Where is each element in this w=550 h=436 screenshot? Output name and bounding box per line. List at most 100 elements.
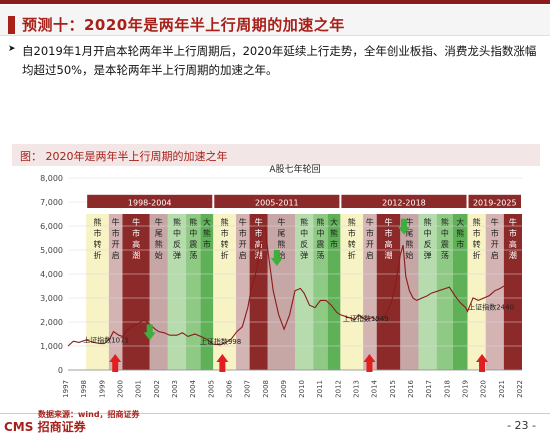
phase-label-char: 高 xyxy=(509,239,517,249)
x-tick-label: 2002 xyxy=(153,380,161,398)
cycle-label: 2019-2025 xyxy=(473,199,517,208)
down-arrow-icon xyxy=(143,324,156,341)
phase-label-char: 熊 xyxy=(405,239,413,249)
phase-band xyxy=(149,214,168,370)
x-tick-label: 2000 xyxy=(116,380,124,398)
x-tick-label: 2021 xyxy=(498,380,506,398)
x-tick-label: 2010 xyxy=(298,380,306,398)
phase-label-char: 市 xyxy=(473,228,481,238)
phase-label-char: 熊 xyxy=(441,217,449,227)
x-tick-label: 2015 xyxy=(389,380,397,398)
phase-label-char: 开 xyxy=(491,240,499,249)
phase-band xyxy=(122,214,150,370)
phase-label-char: 熊 xyxy=(94,217,102,227)
phase-label-char: 市 xyxy=(221,228,229,238)
phase-band xyxy=(186,214,201,370)
phase-band xyxy=(313,214,328,370)
phase-label-char: 震 xyxy=(189,240,197,249)
phase-label-char: 市 xyxy=(491,228,499,238)
phase-label-char: 市 xyxy=(509,228,517,238)
phase-label-char: 熊 xyxy=(277,239,285,249)
phase-label-char: 折 xyxy=(348,250,356,260)
phase-label-char: 熊 xyxy=(189,217,197,227)
phase-band xyxy=(267,214,295,370)
phase-label-char: 市 xyxy=(94,228,102,238)
y-tick-label: 0 xyxy=(58,366,63,375)
x-tick-label: 2001 xyxy=(135,380,143,398)
phase-label-char: 中 xyxy=(316,228,324,238)
phase-label-char: 市 xyxy=(366,228,374,238)
x-tick-label: 2017 xyxy=(425,380,433,398)
phase-label-char: 熊 xyxy=(456,228,464,238)
phase-band xyxy=(108,214,123,370)
phase-label-char: 启 xyxy=(366,250,374,260)
index-line xyxy=(67,225,505,347)
cycle-bar xyxy=(341,194,467,208)
phase-label-char: 熊 xyxy=(155,239,163,249)
x-tick-label: 2003 xyxy=(171,380,179,398)
phase-label-char: 牛 xyxy=(366,217,374,227)
phase-label-char: 反 xyxy=(424,239,432,249)
x-tick-label: 2022 xyxy=(516,380,524,398)
cycle-bar xyxy=(468,194,521,208)
x-tick-label: 1998 xyxy=(80,380,88,398)
phase-label-char: 启 xyxy=(112,250,120,260)
phase-label-char: 弹 xyxy=(173,250,181,260)
phase-band xyxy=(235,214,250,370)
x-tick-label: 2004 xyxy=(189,379,197,397)
annotation-label: 上证指数1071 xyxy=(83,335,129,344)
phase-label-char: 市 xyxy=(456,239,464,249)
phase-label-char: 大 xyxy=(330,217,338,227)
phase-label-char: 高 xyxy=(385,239,393,249)
y-tick-label: 2,000 xyxy=(40,318,63,327)
phase-label-char: 始 xyxy=(155,250,163,260)
phase-band xyxy=(340,214,364,370)
down-arrow-icon xyxy=(270,250,283,266)
x-tick-label: 1999 xyxy=(98,380,106,398)
phase-label-char: 中 xyxy=(189,228,197,238)
phase-label-char: 牛 xyxy=(509,217,517,227)
phase-label-char: 市 xyxy=(112,228,120,238)
up-arrow-icon xyxy=(109,354,122,372)
x-tick-label: 2014 xyxy=(371,379,379,397)
phase-band xyxy=(213,214,236,370)
phase-band xyxy=(467,214,486,370)
brand-logo: CMS 招商证券 xyxy=(4,420,86,434)
x-tick-label: 2018 xyxy=(443,380,451,398)
phase-label-char: 尾 xyxy=(277,229,285,238)
phase-band xyxy=(418,214,437,370)
x-tick-label: 2005 xyxy=(207,380,215,398)
phase-label-char: 荡 xyxy=(441,250,449,260)
phase-label-char: 开 xyxy=(366,240,374,249)
phase-label-char: 牛 xyxy=(385,217,393,227)
phase-label-char: 中 xyxy=(441,228,449,238)
phase-label-char: 启 xyxy=(239,250,247,260)
annotation-label: 上证指数1949 xyxy=(343,314,389,323)
phase-band xyxy=(363,214,377,370)
phase-label-char: 折 xyxy=(473,250,481,260)
phase-label-char: 牛 xyxy=(239,217,247,227)
annotation-label: 上证指数998 xyxy=(200,337,241,346)
phase-label-char: 熊 xyxy=(221,217,229,227)
phase-label-char: 开 xyxy=(112,240,120,249)
phase-label-char: 熊 xyxy=(473,217,481,227)
phase-label-char: 市 xyxy=(132,228,140,238)
phase-label-char: 中 xyxy=(173,228,181,238)
phase-label-char: 转 xyxy=(348,239,356,249)
x-tick-label: 2019 xyxy=(462,380,470,398)
phase-label-char: 牛 xyxy=(405,217,413,227)
phase-label-char: 尾 xyxy=(155,229,163,238)
phase-label-char: 反 xyxy=(300,239,308,249)
phase-label-char: 熊 xyxy=(424,217,432,227)
summary-text: 自2019年1月开启本轮两年半上行周期后，2020年延续上行走势，全年创业板指、… xyxy=(22,44,537,77)
phase-label-char: 潮 xyxy=(509,250,517,260)
up-arrow-icon xyxy=(476,354,489,372)
phase-label-char: 转 xyxy=(94,239,102,249)
phase-band xyxy=(503,214,522,370)
x-tick-label: 2006 xyxy=(225,379,233,397)
phase-label-char: 荡 xyxy=(316,250,324,260)
x-tick-label: 2020 xyxy=(480,380,488,398)
phase-label-char: 牛 xyxy=(132,217,140,227)
phase-band xyxy=(327,214,341,370)
